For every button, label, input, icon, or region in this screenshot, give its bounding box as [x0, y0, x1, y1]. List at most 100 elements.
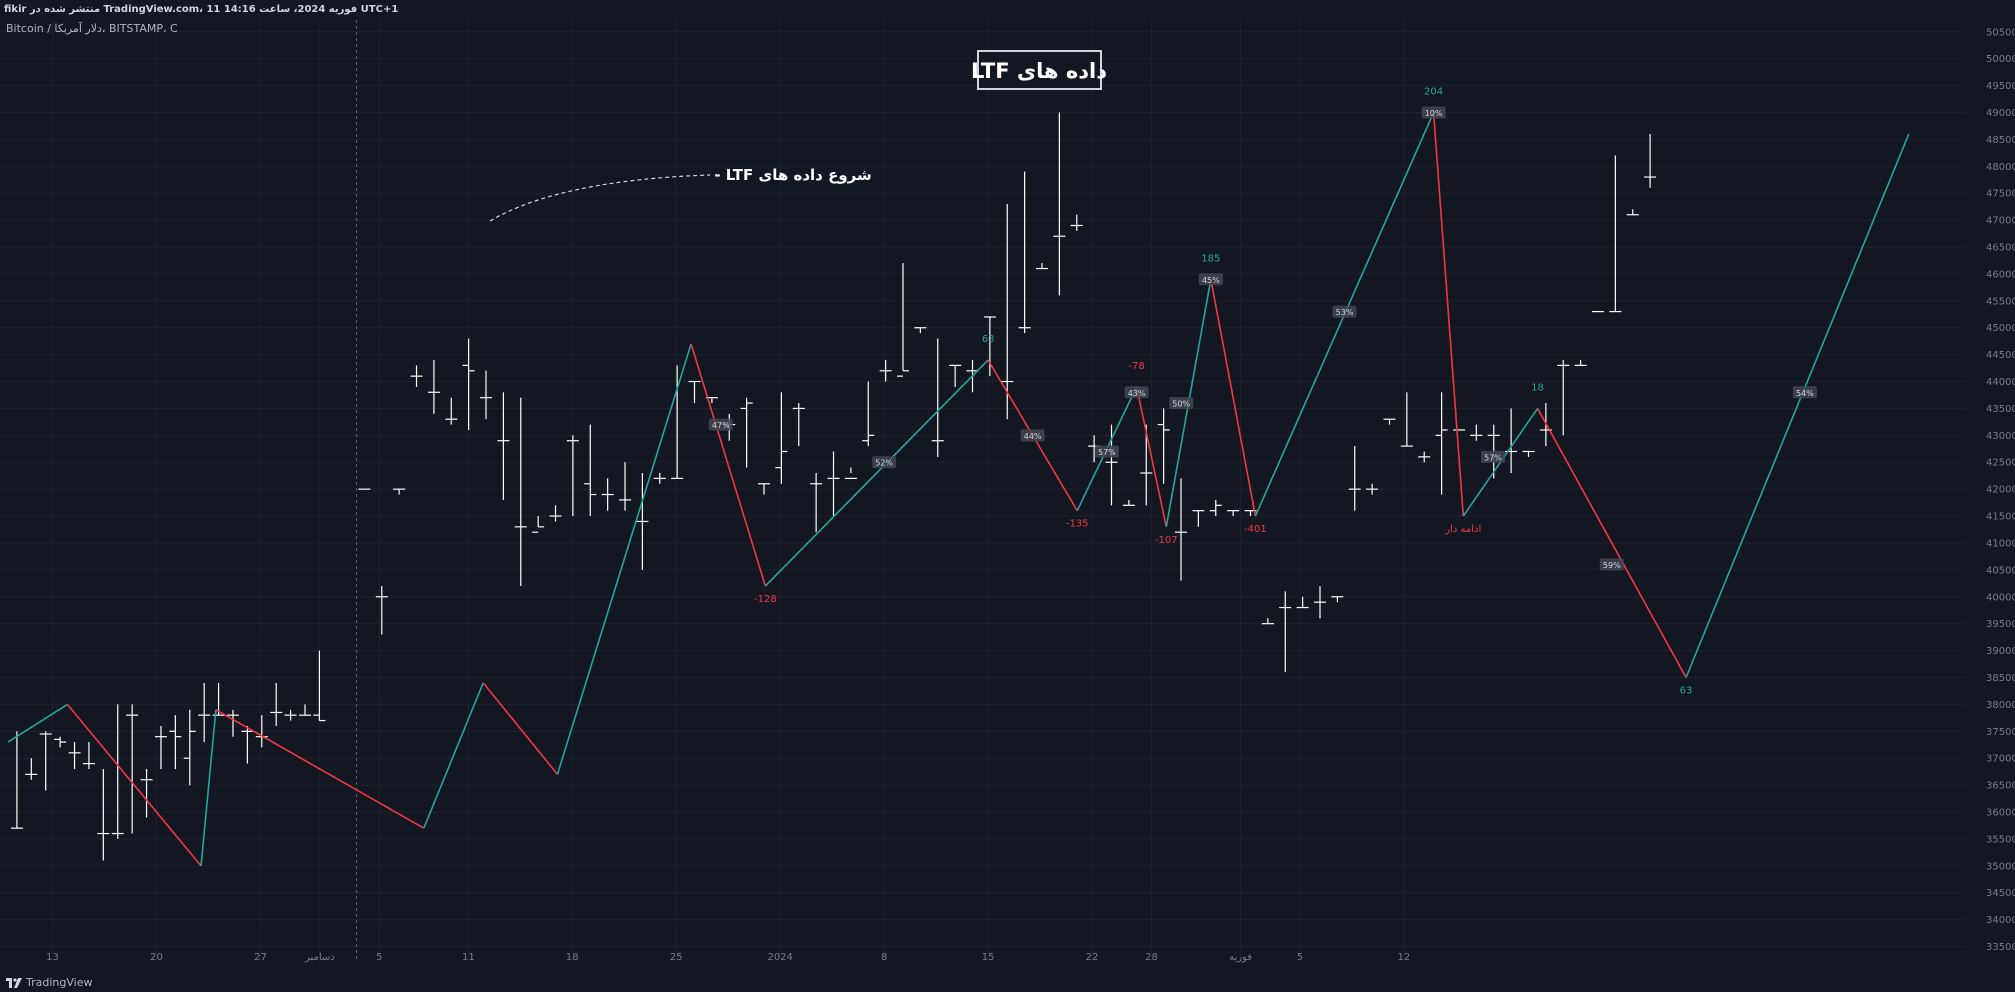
title-box-text: داده های LTF: [971, 59, 1107, 83]
price-tick-label: 37500: [1986, 727, 2015, 738]
price-tick-label: 47000: [1986, 216, 2015, 227]
price-tick-label: 37000: [1986, 754, 2015, 765]
time-tick-label: 20: [150, 952, 163, 963]
pct-label: 52%: [875, 459, 893, 468]
time-tick-label: دسامبر: [304, 952, 335, 963]
pct-label: 59%: [1603, 561, 1621, 570]
zigzag-down-leg: [690, 343, 767, 587]
zigzag-up-leg: [200, 709, 217, 866]
pct-label: 10%: [1425, 109, 1443, 118]
tradingview-brand: TradingView: [26, 976, 93, 989]
pivot-label: -107: [1155, 535, 1178, 546]
price-tick-label: 43500: [1986, 404, 2015, 415]
zigzag-up-leg: [556, 343, 692, 775]
pct-label-bg: [1421, 106, 1446, 119]
time-tick-label: 11: [462, 952, 475, 963]
time-tick-label: 12: [1398, 952, 1411, 963]
pct-label-bg: [1599, 558, 1624, 571]
pivot-label: 18: [1531, 382, 1544, 393]
time-tick-label: 18: [566, 952, 579, 963]
price-tick-label: 46500: [1986, 243, 2015, 254]
publish-info: fikir منتشر شده در TradingView.com، 11 ف…: [4, 4, 399, 15]
zigzag-lines: [7, 112, 1910, 867]
price-tick-label: 39000: [1986, 646, 2015, 657]
time-tick-label: فوریه: [1229, 952, 1252, 963]
footer-bar: TradingView: [0, 972, 2015, 992]
pivot-label: 185: [1201, 253, 1220, 264]
price-tick-label: 40000: [1986, 592, 2015, 603]
tradingview-logo[interactable]: TradingView: [6, 976, 92, 989]
zigzag-down-leg: [1432, 112, 1465, 517]
pct-label: 47%: [712, 421, 730, 430]
pct-label-bg: [1124, 386, 1149, 399]
pct-label: 53%: [1336, 308, 1354, 317]
price-tick-label: 42500: [1986, 458, 2015, 469]
time-tick-label: 22: [1086, 952, 1099, 963]
price-tick-label: 45000: [1986, 323, 2015, 334]
pivot-labels: -128 63 -135 -78 -107 185 -401 204 ادامه دار 18 63…: [708, 86, 1817, 696]
price-tick-label: 43000: [1986, 431, 2015, 442]
pivot-label: 204: [1424, 86, 1443, 97]
candles: [10, 112, 1657, 861]
zigzag-up-leg: [764, 359, 989, 587]
price-tick-label: 35500: [1986, 834, 2015, 845]
ltf-start-annotation: شروع داده های LTF -: [489, 166, 872, 222]
pct-label-bg: [1198, 273, 1223, 286]
price-tick-label: 40500: [1986, 565, 2015, 576]
price-axis-bg: [1965, 20, 2015, 965]
pct-label-bg: [1169, 397, 1194, 410]
price-tick-label: 48000: [1986, 162, 2015, 173]
price-tick-label: 34500: [1986, 888, 2015, 899]
price-axis[interactable]: 33500 34000 34500 35000 35500 36000 36500 37000…: [1965, 20, 2015, 965]
pct-label-bg: [1332, 305, 1357, 318]
time-tick-label: 5: [376, 952, 382, 963]
pct-label-bg: [1094, 445, 1119, 458]
publish-header: fikir منتشر شده در TradingView.com، 11 ف…: [0, 0, 2015, 20]
price-tick-label: 49500: [1986, 81, 2015, 92]
ltf-start-label: شروع داده های LTF -: [714, 166, 872, 184]
pct-label: 54%: [1796, 389, 1814, 398]
pct-label-bg: [1481, 450, 1505, 463]
pct-label: 43%: [1128, 389, 1146, 398]
zigzag-up-leg: [423, 682, 484, 829]
price-tick-label: 49000: [1986, 108, 2015, 119]
price-tick-label: 44500: [1986, 350, 2015, 361]
time-tick-label: 25: [670, 952, 683, 963]
price-tick-label: 36000: [1986, 808, 2015, 819]
title-box: داده های LTF: [971, 50, 1107, 90]
time-tick-label: 27: [254, 952, 267, 963]
pct-label: 45%: [1202, 276, 1220, 285]
pct-label-bg: [1020, 429, 1045, 442]
time-tick-label: 8: [881, 952, 887, 963]
price-tick-label: 35000: [1986, 861, 2015, 872]
price-tick-label: 46000: [1986, 269, 2015, 280]
time-tick-label: 2024: [767, 952, 792, 963]
zigzag-up-leg: [1685, 133, 1910, 678]
pct-label-bg: [1792, 386, 1817, 399]
price-tick-label: 45500: [1986, 296, 2015, 307]
pct-label: 57%: [1484, 453, 1502, 462]
time-tick-label: 15: [982, 952, 995, 963]
pct-label: 44%: [1024, 432, 1042, 441]
zigzag-down-leg: [215, 709, 425, 829]
price-tick-label: 39500: [1986, 619, 2015, 630]
price-tick-label: 50500: [1986, 27, 2015, 38]
price-tick-label: 38500: [1986, 673, 2015, 684]
pivot-label: ادامه دار: [1444, 524, 1481, 535]
zigzag-down-leg: [1135, 386, 1168, 527]
symbol-title[interactable]: Bitcoin / دلار آمریکا، BITSTAMP، C: [6, 22, 178, 35]
pivot-label: 63: [1680, 685, 1693, 696]
zigzag-down-leg: [1536, 408, 1687, 678]
price-tick-label: 41000: [1986, 538, 2015, 549]
pct-label: 50%: [1172, 400, 1190, 409]
pivot-label: -128: [754, 594, 777, 605]
grid: [0, 20, 1965, 962]
price-tick-label: 48500: [1986, 135, 2015, 146]
time-tick-label: 5: [1297, 952, 1303, 963]
pct-label-bg: [872, 456, 897, 469]
zigzag-down-leg: [66, 703, 202, 867]
price-tick-label: 36500: [1986, 781, 2015, 792]
time-axis[interactable]: 13 20 27 دسامبر 5 11 18 25 2024 8 15 22 28 فوریه 5 12: [46, 952, 1410, 963]
price-tick-label: 47500: [1986, 189, 2015, 200]
